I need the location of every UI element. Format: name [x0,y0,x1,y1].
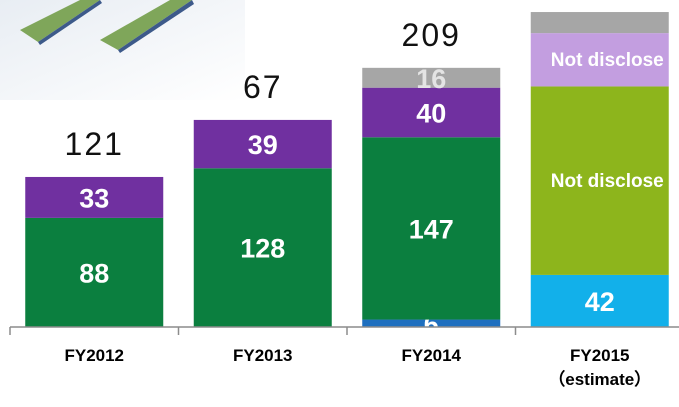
x-tick-box: FY2015 （estimate） [530,344,670,404]
x-tick-label: FY2012 [24,344,164,368]
x-tick-label: FY2015 （estimate） [545,344,655,392]
x-tick-box: FY2014 [361,344,501,404]
x-tick-label: FY2014 [361,344,501,368]
value-label: 42 [585,287,615,317]
value-label: 40 [416,98,446,128]
value-label-box: Not disclose [551,159,667,205]
bar-segment [531,12,669,33]
photo [0,0,245,100]
x-tick-box: FY2013 [193,344,333,404]
value-label: 39 [248,130,278,160]
value-label: Not disclose [551,38,667,84]
value-label: 16 [416,64,446,94]
total-label: 121 [65,126,124,162]
value-label: 147 [409,214,454,244]
x-tick-label: FY2013 [193,344,333,368]
value-label: Not disclose [551,159,667,205]
value-label: 33 [79,183,109,213]
chart: 8833121FY20121283967FY201361474016209FY2… [0,0,679,407]
total-label: 209 [402,17,461,53]
value-label: 88 [79,258,109,288]
x-tick-box: FY2012 [24,344,164,404]
total-label: 67 [243,69,283,105]
value-label-box: Not disclose [551,38,667,84]
value-label: 128 [240,234,285,264]
